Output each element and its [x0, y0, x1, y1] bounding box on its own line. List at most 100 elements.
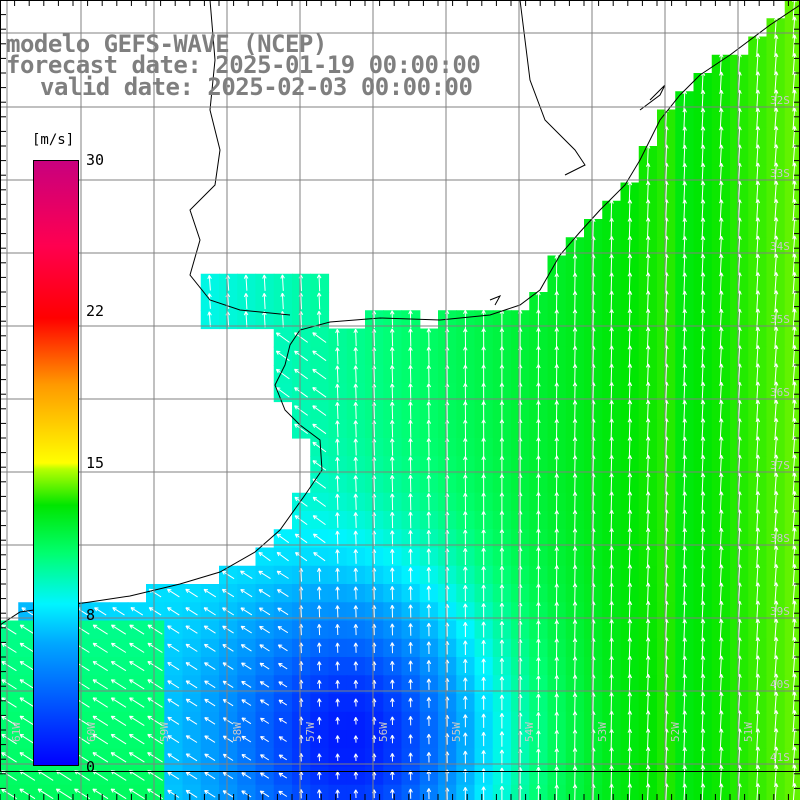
wind-arrow — [408, 788, 413, 799]
wind-cell — [784, 91, 800, 111]
wind-arrow — [627, 418, 633, 440]
colorbar-tick-22: 22 — [86, 302, 105, 320]
wind-arrow — [389, 420, 395, 438]
wind-arrow — [609, 327, 614, 348]
wind-arrow — [243, 274, 249, 291]
wind-arrow — [463, 382, 468, 402]
wind-arrow — [316, 274, 322, 292]
wind-arrow — [481, 786, 486, 800]
wind-arrow — [700, 345, 706, 367]
wind-arrow — [645, 637, 651, 659]
wind-arrow — [627, 400, 633, 421]
wind-arrow — [335, 456, 340, 474]
colorbar-tick-15: 15 — [86, 454, 105, 472]
wind-arrow — [277, 607, 289, 616]
wind-arrow — [185, 789, 198, 798]
lat-label-33s: 33S — [770, 167, 790, 180]
wind-arrow — [609, 254, 614, 275]
wind-arrow — [481, 676, 486, 692]
wind-arrow — [755, 582, 761, 604]
wind-arrow — [682, 582, 687, 604]
wind-arrow — [499, 510, 505, 530]
wind-arrow — [718, 436, 724, 458]
wind-arrow — [353, 549, 359, 564]
wind-arrow — [129, 624, 145, 635]
wind-arrow — [773, 655, 779, 677]
wind-arrow — [645, 783, 651, 800]
wind-arrow — [773, 491, 779, 513]
wind-arrow — [426, 660, 432, 672]
wind-arrow — [645, 546, 651, 567]
wind-arrow — [185, 698, 198, 707]
wind-arrow — [185, 753, 198, 762]
wind-arrow — [572, 418, 578, 439]
wind-arrow — [499, 731, 505, 747]
wind-arrow — [19, 679, 35, 690]
wind-arrow — [792, 399, 797, 422]
wind-arrow — [481, 731, 486, 747]
wind-arrow — [426, 383, 432, 402]
wind-arrow — [572, 364, 578, 384]
wind-arrow — [718, 582, 724, 604]
wind-arrow — [609, 692, 614, 713]
wind-arrow — [353, 328, 358, 347]
wind-arrow — [700, 546, 706, 567]
wind-arrow — [408, 474, 413, 493]
wind-arrow — [463, 492, 468, 511]
wind-arrow — [426, 419, 432, 438]
wind-arrow — [312, 515, 326, 526]
wind-arrow — [278, 699, 288, 706]
wind-cell — [784, 164, 800, 184]
valid-date: valid date: 2025-02-03 00:00:00 — [40, 73, 473, 101]
wind-arrow — [718, 619, 724, 640]
wind-arrow — [700, 327, 706, 348]
wind-arrow — [316, 292, 322, 310]
wind-cell — [784, 255, 800, 275]
wind-arrow — [37, 788, 54, 800]
wind-arrow — [277, 644, 288, 652]
wind-arrow — [627, 564, 633, 586]
wind-arrow — [185, 643, 198, 652]
wind-arrow — [627, 254, 633, 275]
wind-arrow — [335, 475, 340, 492]
wind-arrow — [408, 641, 413, 654]
wind-arrow — [645, 491, 651, 513]
wind-arrow — [408, 401, 413, 420]
wind-arrow — [241, 680, 252, 688]
wind-arrow — [110, 733, 127, 745]
wind-arrow — [241, 662, 252, 670]
lon-label-61w: 61W — [10, 722, 23, 742]
wind-arrow — [700, 473, 706, 494]
wind-arrow — [773, 199, 779, 221]
wind-arrow — [258, 551, 271, 562]
wind-arrow — [481, 750, 486, 765]
wind-arrow — [259, 681, 270, 688]
wind-arrow — [792, 345, 797, 367]
wind-arrow — [755, 418, 761, 440]
wind-cell — [784, 401, 800, 421]
wind-arrow — [222, 644, 234, 652]
wind-cell — [109, 784, 129, 800]
wind-arrow — [481, 437, 486, 457]
wind-arrow — [204, 753, 216, 762]
wind-arrow — [773, 363, 779, 385]
wind-arrow — [645, 254, 651, 275]
wind-cell — [784, 383, 800, 403]
wind-arrow — [276, 551, 289, 562]
wind-arrow — [609, 564, 614, 585]
wind-arrow — [408, 679, 413, 690]
wind-arrow — [280, 292, 285, 310]
wind-arrow — [353, 493, 358, 510]
wind-arrow — [312, 368, 327, 380]
wind-arrow — [499, 401, 505, 420]
wind-arrow — [353, 347, 358, 365]
wind-arrow — [536, 364, 541, 384]
wind-arrow — [353, 383, 358, 401]
wind-arrow — [312, 533, 326, 544]
wind-arrow — [408, 752, 413, 762]
wind-arrow — [536, 712, 541, 730]
wind-arrow — [408, 585, 413, 601]
wind-arrow — [536, 602, 541, 621]
wind-arrow — [335, 347, 340, 365]
wind-arrow — [167, 607, 180, 616]
